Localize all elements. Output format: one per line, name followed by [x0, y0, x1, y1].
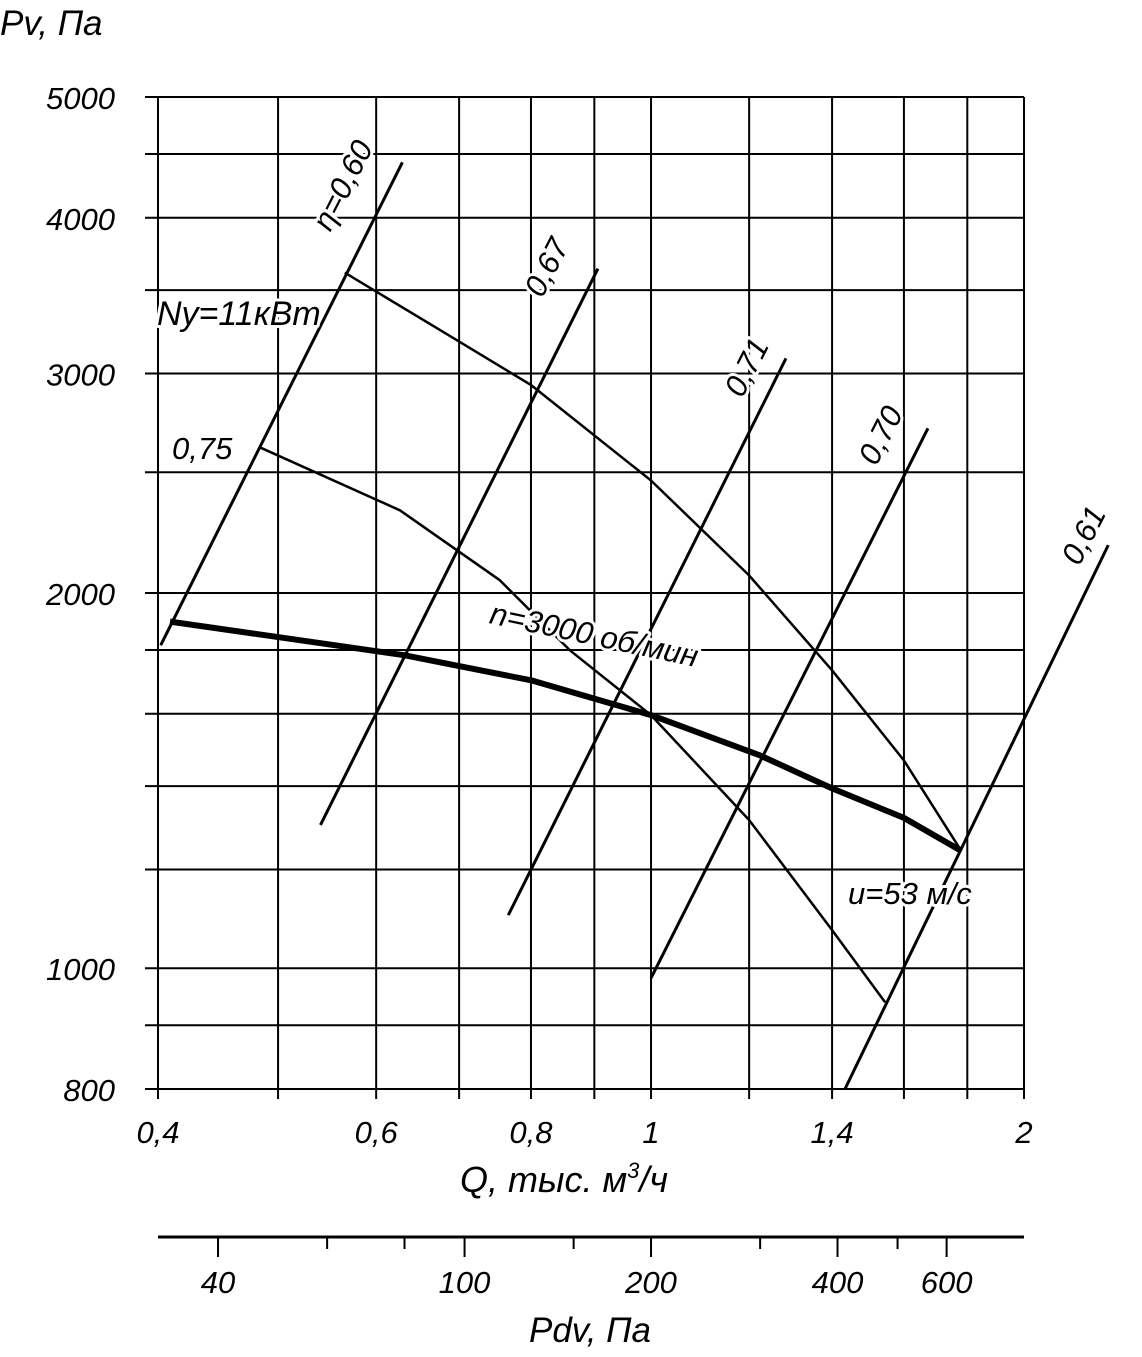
x-tick-label: 0,6 — [355, 1115, 399, 1150]
power-label: Ny=11кВт — [157, 295, 321, 333]
efficiency-label: η=0,60 — [305, 135, 380, 236]
power2-label: 0,75 — [172, 431, 233, 466]
pdv-tick-label: 100 — [439, 1265, 491, 1300]
y-tick-label: 2000 — [45, 577, 115, 612]
pdv-tick-label: 400 — [812, 1265, 864, 1300]
x-axis-title-tail: /ч — [636, 1159, 668, 1200]
pdv-tick-label: 200 — [624, 1265, 677, 1300]
x-tick-label: 0,4 — [136, 1115, 179, 1150]
pressure-curve — [169, 618, 963, 854]
efficiency-line — [159, 161, 404, 646]
x-axis-title-main: Q, тыс. м — [460, 1159, 627, 1200]
power-curve — [344, 271, 963, 852]
x-axis-title-sup: 3 — [627, 1158, 640, 1183]
efficiency-line — [843, 544, 1110, 1090]
efficiency-label: 0,70 — [851, 400, 910, 470]
y-tick-label: 4000 — [46, 202, 115, 237]
x-tick-label: 1 — [642, 1115, 659, 1150]
efficiency-label: 0,67 — [517, 231, 576, 302]
y-tick-label: 3000 — [46, 358, 115, 393]
efficiency-line — [506, 357, 788, 916]
y-tick-label: 5000 — [46, 81, 115, 116]
pdv-axis-title: Pdv, Па — [529, 1311, 651, 1350]
y-tick-label: 1000 — [46, 952, 115, 987]
grid — [145, 96, 1025, 1257]
labels: 0,4 0,6 0,8 1 1,4 2 800 1000 2000 3000 4000 5000 40 1… — [0, 4, 1116, 1350]
pdv-tick-label: 40 — [201, 1265, 235, 1300]
x-tick-label: 2 — [1014, 1115, 1032, 1150]
efficiency-line — [649, 427, 930, 979]
efficiency-label: 0,71 — [717, 332, 776, 402]
efficiency-label: 0,61 — [1054, 500, 1113, 570]
efficiency-line — [319, 268, 600, 826]
y-axis-title: Pv, Па — [0, 4, 103, 43]
curves — [159, 161, 1110, 1090]
power-curve — [258, 446, 887, 1004]
pdv-tick-label: 600 — [921, 1265, 973, 1300]
tip-speed-label: u=53 м/с — [848, 876, 972, 911]
x-tick-label: 0,8 — [509, 1115, 553, 1150]
x-tick-label: 1,4 — [811, 1115, 854, 1150]
y-tick-label: 800 — [63, 1073, 115, 1108]
x-axis-title: Q, тыс. м3/ч — [460, 1158, 668, 1200]
